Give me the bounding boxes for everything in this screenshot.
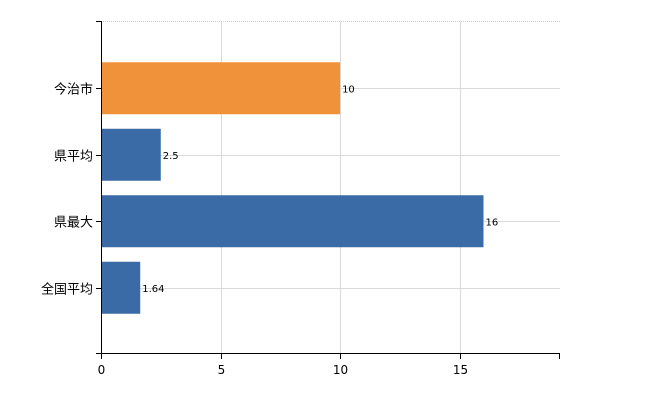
x-tick-label: 15 xyxy=(453,363,468,377)
bar[interactable] xyxy=(101,261,141,314)
category-label: 全国平均 xyxy=(41,282,93,298)
category-label: 県平均 xyxy=(54,150,93,165)
bar-layer xyxy=(101,62,484,314)
x-tick-label: 10 xyxy=(333,363,348,377)
axis-layer xyxy=(96,21,560,359)
data-label: 1.64 xyxy=(142,284,164,295)
bar[interactable] xyxy=(101,195,484,248)
x-tick-label: 0 xyxy=(98,363,106,377)
bar[interactable] xyxy=(101,128,161,181)
x-tick-label: 5 xyxy=(218,363,226,377)
category-label: 今治市 xyxy=(54,82,93,98)
data-label: 10 xyxy=(342,84,355,95)
data-label: 16 xyxy=(486,217,499,228)
category-label: 県最大 xyxy=(54,216,93,231)
bar[interactable] xyxy=(101,62,341,115)
data-label: 2.5 xyxy=(163,151,179,162)
